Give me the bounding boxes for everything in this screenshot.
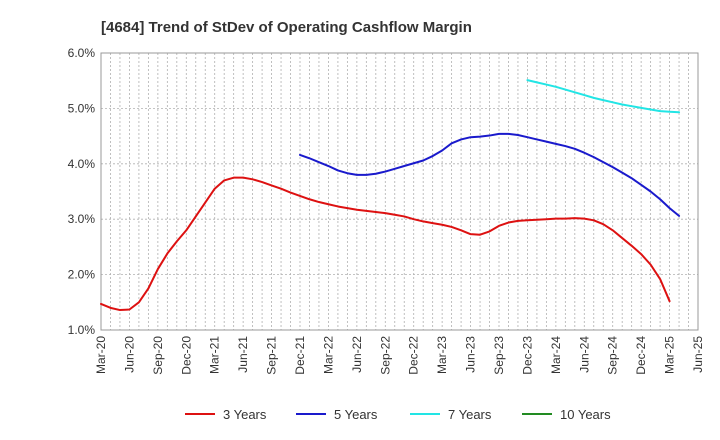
x-tick-label: Mar-24 bbox=[549, 336, 563, 374]
series-line-7-years bbox=[526, 79, 681, 114]
plot-area-border bbox=[100, 52, 699, 331]
series-line-5-years bbox=[299, 132, 681, 217]
x-tick-label: Dec-23 bbox=[520, 336, 534, 375]
y-tick-label: 5.0% bbox=[68, 101, 96, 115]
legend-label-7-years: 7 Years bbox=[448, 407, 492, 422]
x-tick-label: Jun-20 bbox=[122, 336, 136, 373]
x-tick-label: Dec-22 bbox=[407, 336, 421, 375]
x-tick-label: Jun-23 bbox=[464, 336, 478, 373]
y-tick-label: 2.0% bbox=[68, 268, 96, 282]
x-tick-label: Mar-20 bbox=[94, 336, 108, 374]
x-tick-label: Jun-22 bbox=[350, 336, 364, 373]
x-tick-label: Sep-22 bbox=[378, 336, 392, 375]
x-tick-label: Dec-21 bbox=[293, 336, 307, 375]
x-axis-ticks: Mar-20 Jun-20 Sep-20 Dec-20 Mar-21 Jun-21 Sep-… bbox=[94, 336, 705, 375]
x-tick-label: Sep-21 bbox=[265, 336, 279, 375]
axes bbox=[100, 52, 699, 331]
x-tick-label: Dec-24 bbox=[634, 336, 648, 375]
x-tick-label: Dec-20 bbox=[179, 336, 193, 375]
legend-label-3-years: 3 Years bbox=[223, 407, 267, 422]
y-tick-label: 6.0% bbox=[68, 46, 96, 60]
grid-lines bbox=[100, 52, 699, 331]
x-tick-label: Jun-21 bbox=[236, 336, 250, 373]
y-tick-label: 4.0% bbox=[68, 157, 96, 171]
x-tick-label: Mar-23 bbox=[435, 336, 449, 374]
x-tick-label: Jun-25 bbox=[691, 336, 705, 373]
series-lines bbox=[100, 79, 681, 312]
x-tick-label: Mar-21 bbox=[208, 336, 222, 374]
series-line-3-years bbox=[100, 176, 671, 312]
chart-title: [4684] Trend of StDev of Operating Cashf… bbox=[101, 19, 472, 36]
y-axis-ticks: 1.0% 2.0% 3.0% 4.0% 5.0% 6.0% bbox=[68, 46, 96, 337]
x-tick-label: Sep-23 bbox=[492, 336, 506, 375]
x-tick-label: Sep-20 bbox=[151, 336, 165, 375]
x-tick-label: Jun-24 bbox=[577, 336, 591, 373]
legend: 3 Years 5 Years 7 Years 10 Years bbox=[185, 407, 611, 422]
legend-label-5-years: 5 Years bbox=[334, 407, 378, 422]
x-tick-label: Sep-24 bbox=[606, 336, 620, 375]
y-tick-label: 1.0% bbox=[68, 323, 96, 337]
x-tick-label: Mar-25 bbox=[663, 336, 677, 374]
x-tick-label: Mar-22 bbox=[321, 336, 335, 374]
legend-label-10-years: 10 Years bbox=[560, 407, 611, 422]
y-tick-label: 3.0% bbox=[68, 212, 96, 226]
